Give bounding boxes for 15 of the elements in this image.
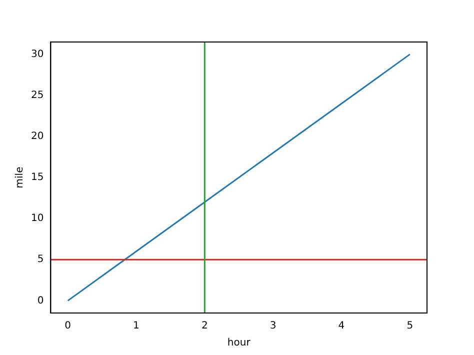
x-tick-label: 2 [201,320,208,332]
x-tick-label: 0 [64,320,72,332]
y-tick-label: 5 [37,254,44,266]
x-axis-title: hour [227,338,252,349]
y-tick-label: 20 [30,131,44,142]
y-axis-title: mile [14,166,26,188]
x-tick-label: 4 [338,320,345,332]
x-tick-label: 5 [406,320,414,332]
y-tick-label: 0 [37,295,44,306]
y-tick-label: 15 [30,172,44,184]
y-tick-label: 10 [30,213,44,224]
x-tick-label: 1 [133,320,140,332]
y-tick-label: 25 [30,90,44,101]
y-tick-label: 30 [30,48,44,60]
x-tick-label: 3 [270,320,276,332]
